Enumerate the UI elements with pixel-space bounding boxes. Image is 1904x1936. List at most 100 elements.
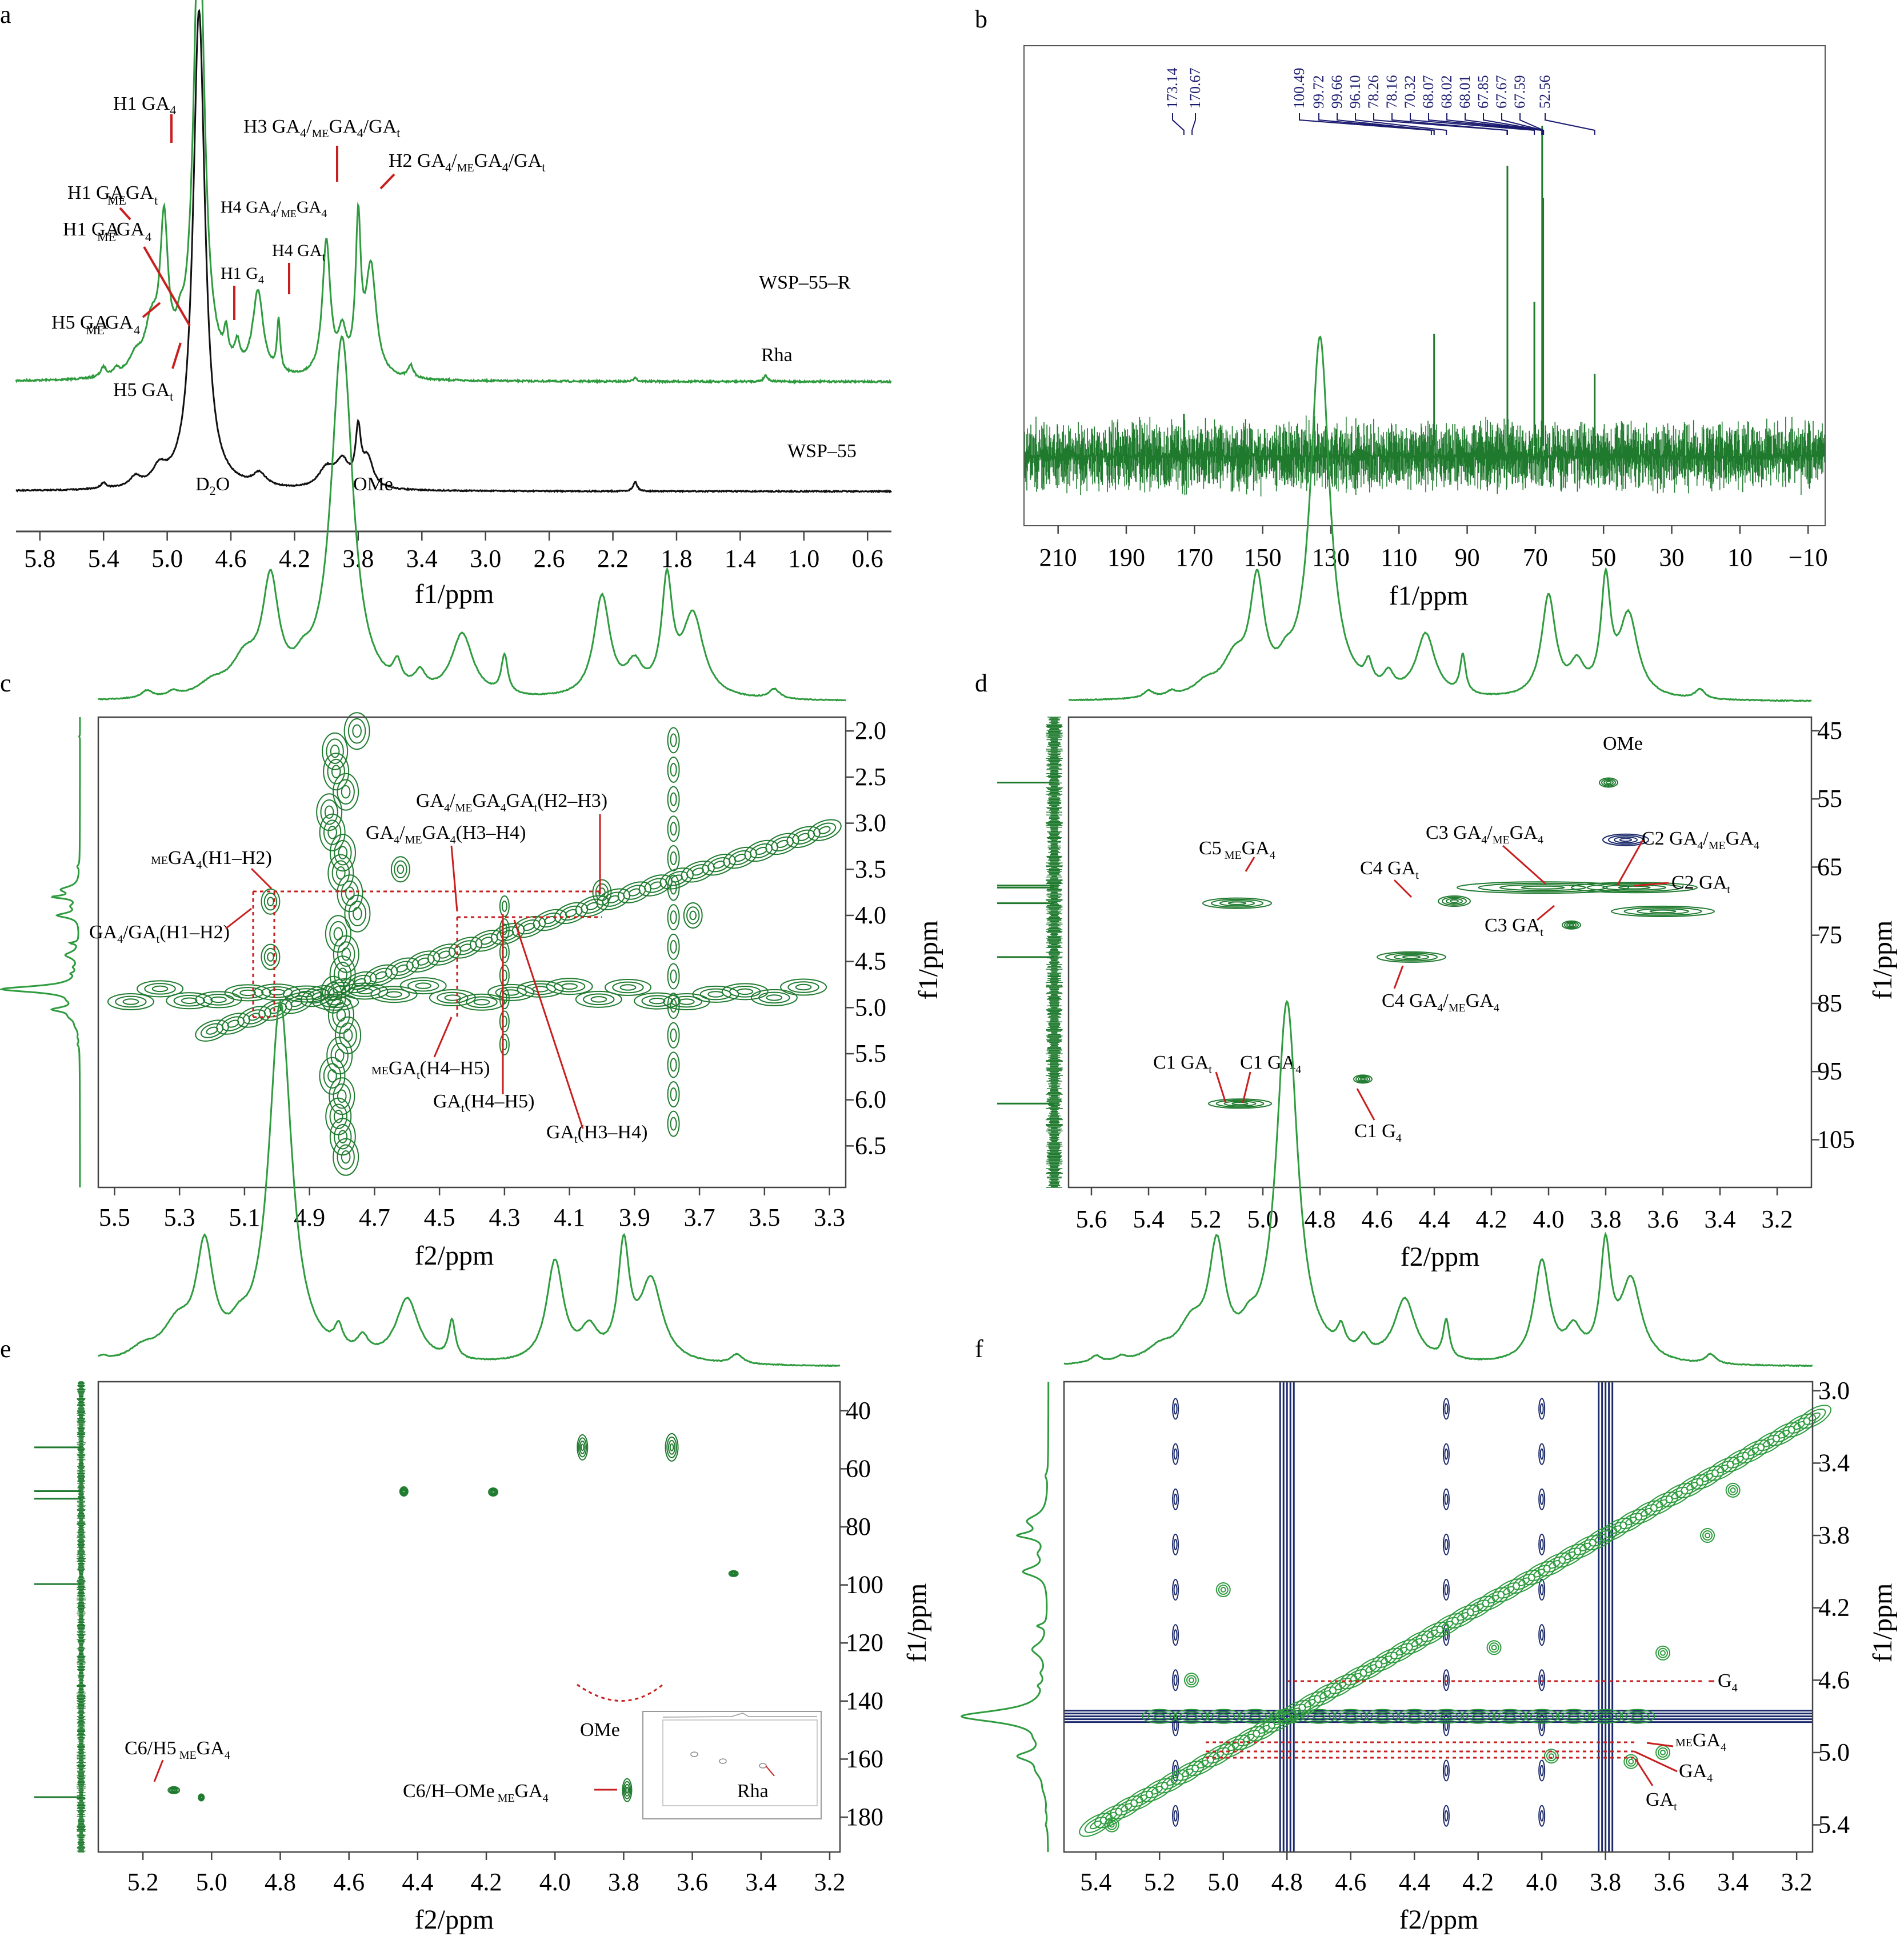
contour-ring [263, 893, 278, 911]
contour-ring [1614, 1509, 1648, 1533]
annotation-h1-ga4: H1 GA4 [113, 93, 176, 117]
label-c6h5-mega4: C6/H5 MEGA4 [125, 1738, 230, 1762]
contour-ring [787, 981, 819, 993]
contour-ring [206, 1026, 218, 1035]
contour-ring [1522, 1561, 1557, 1585]
x-axis-ticks: 5.6 5.4 5.2 5.0 4.8 4.6 4.4 4.2 4.0 3.8 3.6 3.4 3.2 [1076, 1187, 1793, 1233]
contour-ring [1634, 1504, 1658, 1521]
contour-ring [1649, 909, 1677, 914]
contour-ring [337, 779, 355, 805]
contour-ring [1153, 1713, 1166, 1719]
contour-ring [1385, 953, 1438, 962]
contour-ring [327, 854, 354, 892]
contour-ring [1608, 835, 1643, 845]
contour-ring [390, 856, 410, 883]
contour-ring [1450, 899, 1459, 903]
x-tick-label: 3.2 [814, 1868, 845, 1896]
panel-c-cosy: 5.5 5.3 5.1 4.9 4.7 4.5 4.3 4.1 3.9 3.7 3.5 3.3 2.0… [0, 335, 943, 1271]
contour-ring [1218, 1585, 1229, 1595]
contour-ring [397, 864, 405, 874]
contour-ring [532, 986, 549, 993]
contour-ring [1446, 898, 1463, 905]
contour-ring [1183, 1673, 1199, 1688]
x-tick-label: 5.5 [99, 1203, 130, 1231]
contour-ring [721, 983, 769, 1001]
contour-ring [1228, 901, 1246, 905]
contour-ring [1583, 1526, 1618, 1551]
annotation-leader [143, 246, 191, 327]
contour-ring [667, 904, 680, 931]
x-tick-label: 5.4 [1080, 1868, 1111, 1896]
contour-ring [338, 1130, 348, 1143]
contour-ring [370, 986, 418, 1003]
y-tick-label: 45 [1817, 717, 1842, 745]
contour-ring [667, 1022, 680, 1049]
cosy-dashed-guides [252, 890, 602, 1018]
annotation-rha: Rha [761, 345, 793, 366]
contour-ring [1344, 1669, 1367, 1686]
contour-ring [667, 963, 680, 990]
contour-ring [475, 933, 498, 949]
contour-ring [1436, 1617, 1459, 1634]
contour-ring [336, 866, 346, 880]
contour-ring [269, 1006, 282, 1014]
contour-ring [399, 1486, 409, 1497]
contour-ring [1539, 1538, 1544, 1550]
contour-ring [730, 1571, 737, 1576]
contour-ring [1690, 1465, 1725, 1490]
left-13c-projection [997, 717, 1063, 1188]
contour-ring [231, 987, 264, 999]
contour-ring [323, 1063, 342, 1089]
panel-a-1h-spectrum: 5.8 5.4 5.0 4.6 4.2 3.8 3.4 3.0 2.6 2.2 1.8 1.4 1.0 0… [15, 0, 892, 609]
contour-ring [1782, 1413, 1817, 1438]
x-tick-label: 4.2 [471, 1868, 502, 1896]
label-gat-h4h5: GAt(H4–H5) [433, 1091, 534, 1115]
contour-ring [595, 883, 609, 902]
peak-label: 78.26 [1365, 75, 1382, 109]
contour-ring [553, 980, 586, 993]
contour-ring [323, 819, 342, 846]
contour-ring [1619, 838, 1632, 842]
contour-ring [628, 888, 641, 897]
x-tick-label: 4.6 [1362, 1205, 1393, 1233]
contour-ring [1675, 1474, 1709, 1499]
contour-ring [1308, 1682, 1342, 1707]
contour-ring [320, 799, 338, 825]
label-c1-gat: C1 GAt [1153, 1052, 1212, 1076]
contour-ring [1539, 1629, 1544, 1641]
contour-ring [331, 860, 350, 886]
contour-ring [1593, 1711, 1618, 1722]
contour-ring [1539, 1810, 1544, 1822]
contour-ring [1623, 907, 1702, 916]
contour-ring [227, 1019, 239, 1028]
y-tick-label: 55 [1817, 785, 1842, 813]
contour-ring [667, 815, 680, 842]
contour-ring [1173, 1448, 1178, 1460]
contour-ring [1179, 1711, 1203, 1722]
contour-ring [378, 988, 410, 1001]
contour-ring [1535, 1713, 1549, 1719]
contour-ring [634, 992, 681, 1010]
contour-ring [198, 1794, 205, 1801]
contour-ring [1215, 1582, 1231, 1598]
contour-ring [1278, 1699, 1312, 1725]
contour-ring [337, 941, 355, 967]
peak-leader [1172, 113, 1185, 135]
contour-ring [1512, 1573, 1535, 1590]
contour-ring [1173, 1538, 1178, 1550]
contour-ring [1614, 836, 1638, 843]
contour-ring [1172, 1579, 1179, 1601]
contour-ring [333, 927, 343, 941]
contour-ring [1742, 1443, 1765, 1460]
contour-ring [1757, 1434, 1781, 1451]
peak-label: 68.01 [1457, 75, 1473, 109]
contour-ring [1421, 1625, 1444, 1642]
contour-ring [795, 983, 812, 991]
contour-ring [807, 819, 842, 841]
contour-ring [400, 1487, 408, 1496]
contour-ring [369, 967, 393, 983]
contour-ring [734, 854, 746, 862]
contour-ring [331, 765, 341, 778]
contour-ring [1217, 1713, 1230, 1719]
contour-ring [1629, 1500, 1663, 1525]
